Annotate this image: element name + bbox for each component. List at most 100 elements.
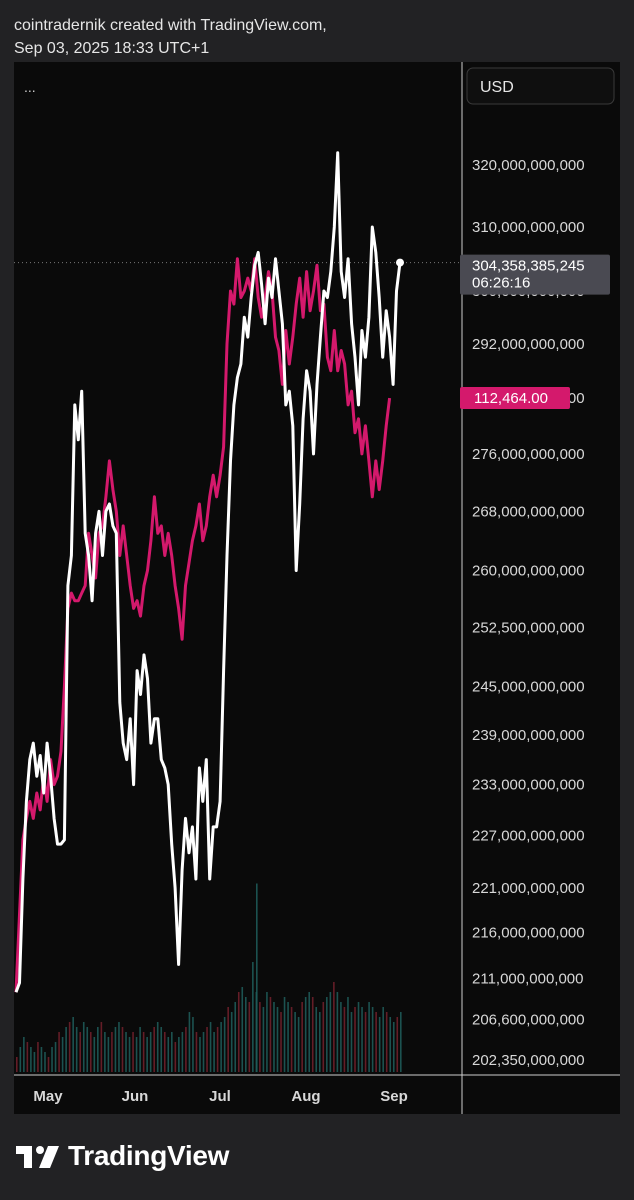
y-tick-label: 233,000,000,000 (472, 777, 585, 794)
volume-bar (86, 1027, 89, 1072)
volume-bar (333, 982, 335, 1072)
volume-bar (185, 1027, 187, 1072)
volume-bar (171, 1032, 173, 1072)
y-tick-label: 276,000,000,000 (472, 446, 585, 463)
volume-bar (241, 987, 244, 1072)
volume-bar (192, 1017, 194, 1072)
volume-bar (294, 1012, 296, 1072)
volume-bar (121, 1027, 124, 1072)
y-tick-label: 211,000,000,000 (472, 970, 584, 987)
volume-bar (153, 1027, 155, 1072)
volume-bar (322, 1002, 325, 1072)
volume-bar (347, 997, 349, 1072)
currency-button[interactable] (466, 67, 615, 105)
volume-bar (58, 1032, 60, 1072)
volume-bar (146, 1037, 148, 1072)
volume-bar (382, 1007, 384, 1072)
x-tick-label: May (33, 1088, 63, 1105)
volume-bar (47, 1057, 50, 1072)
volume-bar (252, 962, 254, 1072)
volume-bar (209, 1022, 212, 1072)
volume-bar (389, 1017, 392, 1072)
volume-bar (68, 1022, 71, 1072)
tradingview-logo-icon (16, 1146, 59, 1168)
volume-bar (244, 997, 247, 1072)
volume-bar (326, 997, 328, 1072)
volume-bar (227, 1007, 229, 1072)
chart-panel[interactable]: ...USD320,000,000,000310,000,000,000300,… (14, 62, 620, 1114)
volume-bar (248, 1002, 251, 1072)
btc-price-line (14, 257, 392, 993)
price-chart[interactable]: ...USD320,000,000,000310,000,000,000300,… (14, 62, 620, 1114)
volume-bar (72, 1017, 74, 1072)
chart-menu-icon[interactable]: ... (24, 79, 36, 95)
currency-button-label: USD (480, 79, 514, 96)
volume-bar (107, 1037, 110, 1072)
last-value-label: 304,358,385,245 (472, 258, 585, 275)
volume-bar (213, 1032, 215, 1072)
volume-bar (19, 1047, 22, 1072)
volume-bar (89, 1032, 92, 1072)
attribution-line-2: Sep 03, 2025 18:33 UTC+1 (14, 40, 210, 57)
volume-bar (256, 883, 258, 1072)
volume-bar (51, 1047, 53, 1072)
volume-bar (301, 1002, 303, 1072)
volume-bar (297, 1017, 300, 1072)
y-tick-label: 320,000,000,000 (472, 157, 585, 174)
volume-bar (97, 1027, 99, 1072)
volume-bar (304, 997, 307, 1072)
volume-bar (262, 1007, 265, 1072)
btc-price-badge (460, 387, 570, 409)
volume-bar (375, 1012, 377, 1072)
volume-bar (354, 1007, 356, 1072)
volume-bar (128, 1037, 131, 1072)
y-tick-label: 206,600,000,000 (472, 1011, 585, 1028)
volume-bar (223, 1017, 226, 1072)
brand-name: TradingView (68, 1140, 230, 1171)
volume-bar (343, 1007, 346, 1072)
volume-bar (340, 1002, 342, 1072)
volume-bar (280, 1012, 282, 1072)
volume-bar (160, 1027, 163, 1072)
volume-bar (364, 1012, 367, 1072)
volume-bar (16, 1057, 18, 1072)
volume-bar (132, 1032, 134, 1072)
volume-bar (199, 1037, 201, 1072)
volume-bar (287, 1002, 289, 1072)
volume-bar (378, 1017, 381, 1072)
volume-bar (336, 992, 339, 1072)
volume-bar (33, 1052, 36, 1072)
volume-bar (266, 992, 268, 1072)
volume-bar (361, 1007, 363, 1072)
y-tick-label: 216,000,000,000 (472, 925, 585, 942)
volume-bar (273, 1002, 275, 1072)
volume-bar (82, 1022, 85, 1072)
volume-bar (290, 1007, 293, 1072)
volume-bar (318, 1012, 321, 1072)
volume-bar (329, 992, 332, 1072)
volume-bar (259, 1002, 261, 1072)
volume-bar (100, 1022, 103, 1072)
volume-bar (40, 1047, 43, 1072)
volume-bar (61, 1037, 64, 1072)
y-tick-label: 227,000,000,000 (472, 828, 585, 845)
volume-bar (181, 1032, 184, 1072)
volume-bar (357, 1002, 360, 1072)
volume-bar (118, 1022, 120, 1072)
volume-bar (220, 1022, 222, 1072)
volume-bar (104, 1032, 106, 1072)
volume-bar (206, 1027, 208, 1072)
y-tick-label: 202,350,000,000 (472, 1052, 585, 1069)
x-tick-label: Sep (380, 1088, 408, 1105)
volume-bar (114, 1027, 117, 1072)
volume-bar (44, 1052, 46, 1072)
volume-bar (371, 1007, 374, 1072)
volume-bar (37, 1042, 39, 1072)
volume-bar (234, 1002, 237, 1072)
volume-bar (93, 1037, 96, 1072)
volume-bar (139, 1027, 141, 1072)
volume-bar (350, 1012, 353, 1072)
btc-price-label: 112,464.00 (474, 390, 548, 407)
volume-bar (368, 1002, 370, 1072)
volume-bar (79, 1032, 82, 1072)
